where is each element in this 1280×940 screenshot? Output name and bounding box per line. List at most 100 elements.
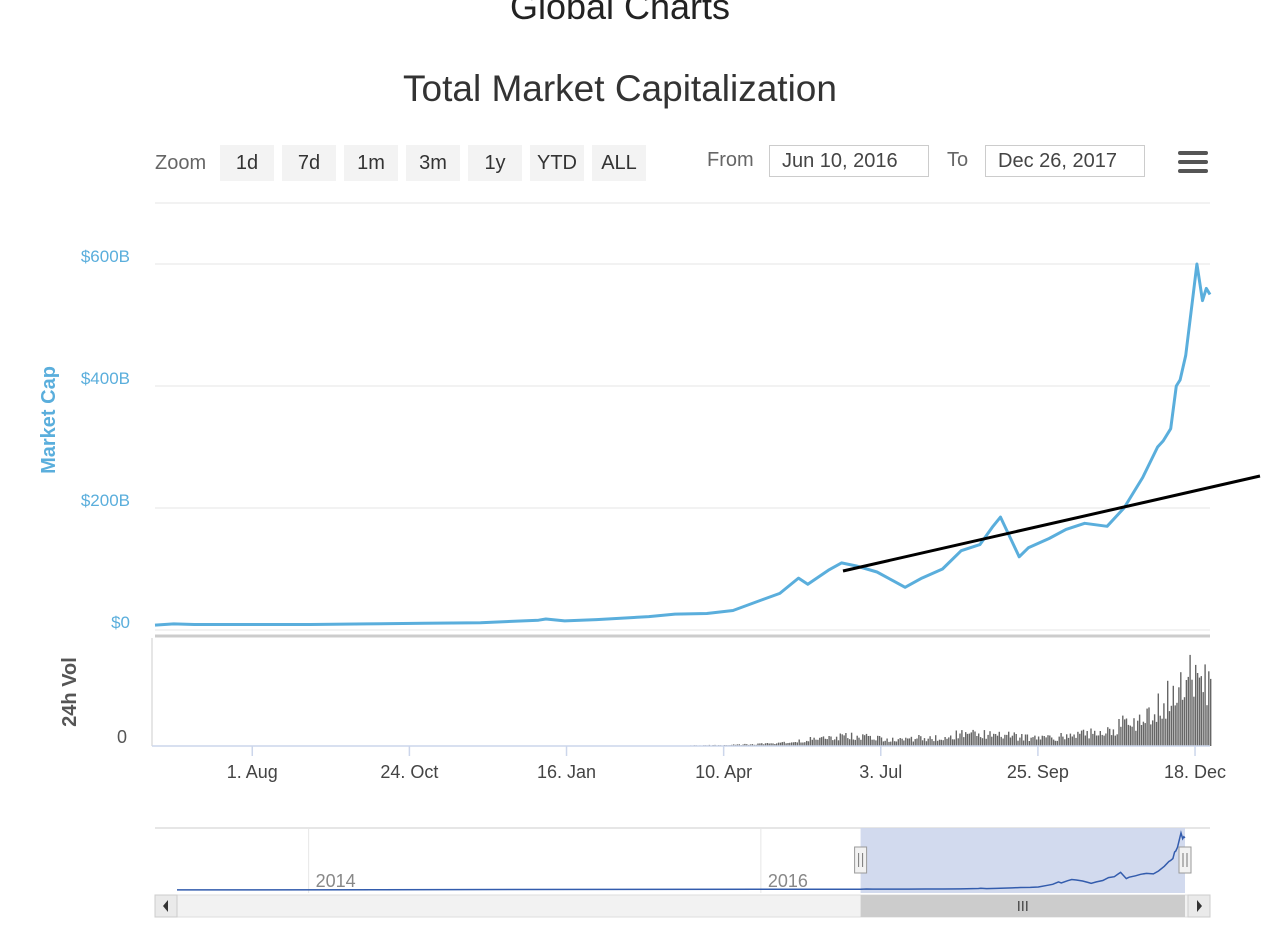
volume-bar — [1146, 708, 1148, 746]
volume-bar — [733, 744, 735, 746]
volume-bar — [762, 744, 765, 746]
navigator-year-label: 2016 — [768, 871, 808, 891]
zoom-all-button[interactable]: ALL — [592, 145, 646, 181]
volume-bar — [884, 740, 886, 746]
volume-bar — [1204, 664, 1206, 746]
scroll-right-arrow-icon — [1197, 900, 1202, 912]
zoom-1d-button[interactable]: 1d — [220, 145, 274, 181]
volume-bar — [989, 731, 991, 746]
volume-bar — [1021, 734, 1023, 746]
volume-bar — [1118, 719, 1120, 746]
volume-bar — [779, 742, 782, 746]
y-axis-title: Market Cap — [38, 366, 60, 474]
volume-bar — [1180, 672, 1182, 746]
zoom-1m-button[interactable]: 1m — [344, 145, 398, 181]
volume-bar — [837, 740, 840, 746]
volume-bar — [847, 738, 849, 746]
volume-bar — [1077, 731, 1079, 746]
volume-bar — [820, 737, 823, 746]
volume-bar — [929, 736, 931, 746]
volume-bar — [1095, 735, 1098, 746]
volume-bar — [1094, 730, 1096, 746]
navigator-left-handle[interactable] — [854, 846, 868, 874]
volume-bar — [920, 736, 922, 746]
zoom-7d-button[interactable]: 7d — [282, 145, 336, 181]
hamburger-menu-icon[interactable] — [1178, 151, 1208, 175]
volume-bar — [1127, 724, 1130, 746]
volume-bar — [835, 736, 838, 746]
navigator-right-handle[interactable] — [1178, 846, 1192, 874]
volume-bar — [948, 737, 950, 746]
x-tick-label: 24. Oct — [380, 762, 438, 782]
range-selector-toolbar: Zoom 1d 7d 1m 3m 1y YTD ALL From To — [155, 143, 1210, 183]
volume-bar — [925, 741, 928, 746]
volume-bar — [940, 739, 942, 746]
volume-bar — [1015, 734, 1017, 746]
from-date-input[interactable] — [769, 145, 929, 177]
volume-bar — [1114, 735, 1116, 746]
volume-bar — [774, 744, 776, 746]
x-tick-label: 1. Aug — [227, 762, 278, 782]
volume-bar — [942, 740, 944, 746]
volume-bar — [910, 736, 913, 746]
volume-bar — [1187, 676, 1189, 746]
y-tick-label: $600B — [81, 247, 130, 266]
zoom-3m-button[interactable]: 3m — [406, 145, 460, 181]
volume-bar — [1161, 718, 1163, 746]
volume-bar — [1191, 679, 1193, 746]
volume-bar — [809, 737, 812, 746]
volume-bar — [1202, 692, 1204, 746]
volume-bar — [908, 738, 911, 746]
volume-bar — [783, 741, 785, 746]
volume-bar — [944, 737, 946, 746]
zoom-1y-button[interactable]: 1y — [468, 145, 522, 181]
page-title: Global Charts — [509, 0, 731, 27]
volume-bar — [1206, 705, 1208, 746]
volume-bar — [931, 739, 933, 746]
volume-bar — [1189, 654, 1191, 746]
volume-bar — [877, 735, 879, 746]
volume-bar — [880, 737, 883, 746]
volume-bar — [856, 735, 858, 746]
volume-bar — [903, 740, 905, 746]
volume-bar — [972, 729, 974, 746]
volume-bar — [1198, 677, 1201, 746]
volume-bar — [968, 733, 971, 746]
volume-bar — [1041, 735, 1043, 746]
to-label: To — [947, 149, 969, 171]
volume-bar — [849, 739, 851, 746]
volume-bar — [789, 742, 791, 746]
volume-bar — [996, 735, 999, 746]
zoom-ytd-button[interactable]: YTD — [530, 145, 584, 181]
volume-bar — [1079, 733, 1081, 746]
volume-bar — [800, 742, 802, 746]
volume-bar — [1069, 733, 1072, 746]
y-tick-label: $0 — [111, 613, 130, 632]
volume-bar — [991, 736, 993, 746]
volume-bar — [850, 732, 853, 746]
volume-bar — [1030, 737, 1032, 746]
volume-bar — [807, 741, 810, 746]
volume-bar — [1167, 680, 1169, 746]
navigator-year-label: 2014 — [316, 871, 356, 891]
volume-bar — [938, 739, 941, 746]
volume-bar — [1109, 728, 1111, 746]
volume-bar — [1019, 737, 1021, 746]
volume-bar — [933, 741, 935, 746]
volume-bar — [1103, 735, 1105, 746]
volume-bar — [1144, 723, 1146, 746]
volume-bar — [794, 742, 797, 746]
volume-bar — [792, 742, 795, 746]
volume-bar — [1101, 734, 1103, 746]
volume-bar — [875, 740, 877, 746]
volume-bar — [1080, 730, 1083, 746]
volume-bar — [957, 738, 959, 746]
volume-bar — [1107, 727, 1109, 746]
volume-bar — [858, 737, 860, 746]
volume-bar — [1073, 734, 1075, 746]
navigator-series-line — [176, 830, 1186, 891]
volume-bar — [802, 742, 804, 746]
navigator-selection-mask[interactable] — [860, 828, 1185, 893]
volume-bar — [886, 738, 888, 746]
to-date-input[interactable] — [985, 145, 1145, 177]
